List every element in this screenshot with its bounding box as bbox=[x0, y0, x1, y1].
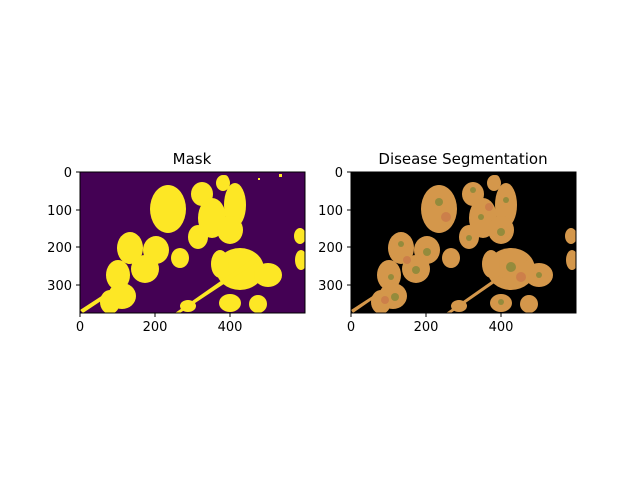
panel-mask: 0 200 400 0 100 200 300 Mask bbox=[47, 150, 306, 335]
mask-xtick-label: 400 bbox=[218, 320, 243, 335]
segmentation-xtick-label: 400 bbox=[489, 320, 514, 335]
mask-ytick-label: 100 bbox=[47, 204, 72, 219]
mask-xtick-label: 200 bbox=[143, 320, 168, 335]
mask-ytick-label: 300 bbox=[47, 279, 72, 294]
mask-image bbox=[80, 174, 305, 313]
segmentation-title: Disease Segmentation bbox=[378, 150, 547, 168]
segmentation-ytick-label: 300 bbox=[318, 279, 343, 294]
panel-disease-segmentation: 0 200 400 0 100 200 300 Disease Segmenta… bbox=[318, 150, 577, 335]
mask-ytick-label: 200 bbox=[47, 241, 72, 256]
segmentation-axes-frame bbox=[350, 171, 577, 314]
segmentation-ytick-label: 100 bbox=[318, 204, 343, 219]
segmentation-ticks bbox=[347, 171, 502, 317]
mask-axes-frame bbox=[79, 171, 306, 314]
segmentation-xtick-label: 200 bbox=[414, 320, 439, 335]
segmentation-xtick-label: 0 bbox=[347, 320, 355, 335]
segmentation-ytick-label: 0 bbox=[335, 166, 343, 181]
mask-ticks bbox=[76, 171, 231, 317]
mask-xtick-label: 0 bbox=[76, 320, 84, 335]
mask-ytick-label: 0 bbox=[64, 166, 72, 181]
segmentation-image bbox=[351, 175, 576, 313]
mask-title: Mask bbox=[173, 150, 212, 168]
segmentation-ytick-label: 200 bbox=[318, 241, 343, 256]
